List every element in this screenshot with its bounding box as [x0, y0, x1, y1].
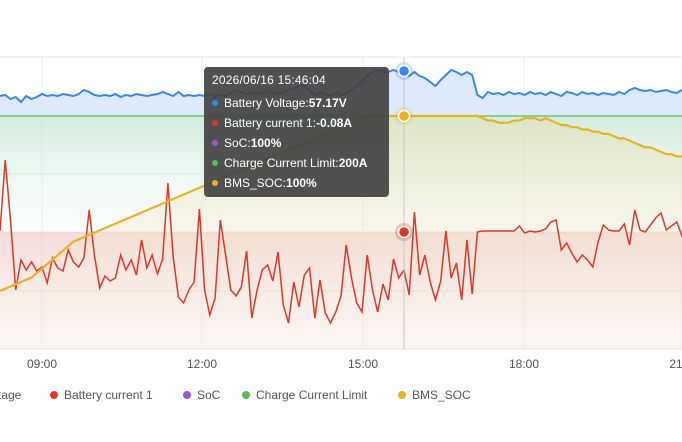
legend-dot-bms-soc — [398, 391, 406, 399]
tooltip-label-voltage: Battery Voltage — [224, 96, 306, 110]
tooltip-label-current: Battery current 1 — [224, 116, 313, 130]
tooltip-dot-current — [212, 120, 218, 126]
tooltip-row-bms-soc: BMS_SOC:100% — [212, 173, 381, 193]
x-tick-label-1: 12:00 — [187, 357, 217, 371]
legend-label-soc: SoC — [197, 388, 221, 402]
chart-tooltip: 2026/06/16 15:46:04 Battery Voltage:57.1… — [204, 67, 389, 197]
tooltip-row-voltage: Battery Voltage:57.17V — [212, 93, 381, 113]
x-tick-label-4: 21 — [669, 357, 682, 371]
legend-dot-soc — [183, 391, 191, 399]
x-tick-label-2: 15:00 — [348, 357, 378, 371]
tooltip-value-bms-soc: 100% — [286, 176, 317, 190]
tooltip-label-soc: SoC — [224, 136, 248, 150]
tooltip-row-soc: SoC:100% — [212, 133, 381, 153]
series-fill-bms-soc — [0, 116, 682, 349]
hover-marker-voltage — [397, 64, 411, 78]
legend-item-bms-soc[interactable]: BMS_SOC — [398, 388, 471, 402]
x-tick-label-0: 09:00 — [27, 357, 57, 371]
legend-item-soc[interactable]: SoC — [183, 388, 220, 402]
legend-label-bms-soc: BMS_SOC — [412, 388, 471, 402]
tooltip-time: 2026/06/16 15:46:04 — [212, 73, 326, 87]
hover-marker-bms-soc — [397, 109, 411, 123]
hover-marker-current — [397, 225, 411, 239]
tooltip-dot-voltage — [212, 100, 218, 106]
x-tick-label-3: 18:00 — [509, 357, 539, 371]
series-fill-voltage — [0, 70, 682, 116]
legend-label-current: Battery current 1 — [64, 388, 153, 402]
series-line-current — [0, 159, 682, 325]
tooltip-value-charge-limit: 200A — [338, 156, 368, 170]
tooltip-label-bms-soc: BMS_SOC — [224, 176, 283, 190]
tooltip-value-soc: 100% — [250, 136, 282, 150]
tooltip-dot-soc — [212, 140, 218, 146]
tooltip-row-current: Battery current 1: -0.08A — [212, 113, 381, 133]
tooltip-label-charge-limit: Charge Current Limit — [224, 156, 336, 170]
tooltip-dot-bms-soc — [212, 180, 218, 186]
tooltip-row-charge-limit: Charge Current Limit:200A — [212, 153, 381, 173]
tooltip-value-current: -0.08A — [316, 116, 353, 130]
legend-item-current[interactable]: Battery current 1 — [50, 388, 153, 402]
legend-item-voltage[interactable]: tage — [0, 388, 21, 402]
legend-label-charge-limit: Charge Current Limit — [256, 388, 368, 402]
tooltip-dot-charge-limit — [212, 160, 218, 166]
chart-legend: tage Battery current 1 SoC Charge Curren… — [0, 386, 682, 406]
legend-dot-charge-limit — [242, 391, 250, 399]
tooltip-value-voltage: 57.17V — [308, 96, 347, 110]
legend-label-voltage: tage — [0, 388, 22, 402]
legend-item-charge-limit[interactable]: Charge Current Limit — [242, 388, 367, 402]
legend-dot-current — [50, 391, 58, 399]
